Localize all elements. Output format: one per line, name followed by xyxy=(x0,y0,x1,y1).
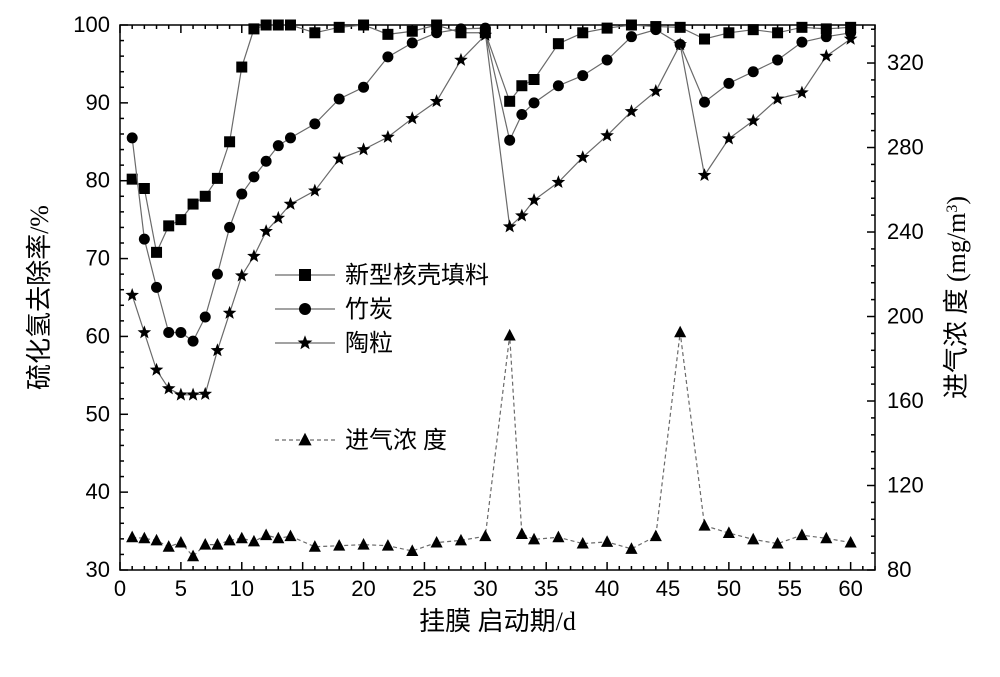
x-tick-label: 50 xyxy=(717,576,741,601)
x-tick-label: 0 xyxy=(114,576,126,601)
y-left-tick-label: 80 xyxy=(86,168,110,193)
x-tick-label: 30 xyxy=(473,576,497,601)
plot-border xyxy=(120,25,875,570)
y-right-tick-label: 200 xyxy=(887,304,924,329)
y-left-tick-label: 40 xyxy=(86,479,110,504)
x-tick-label: 10 xyxy=(230,576,254,601)
x-tick-label: 35 xyxy=(534,576,558,601)
y-left-tick-label: 60 xyxy=(86,323,110,348)
y-left-tick-label: 70 xyxy=(86,246,110,271)
x-tick-label: 60 xyxy=(838,576,862,601)
y-left-tick-label: 90 xyxy=(86,90,110,115)
y-right-tick-label: 320 xyxy=(887,50,924,75)
legend-label: 陶粒 xyxy=(345,330,393,357)
y-right-tick-label: 160 xyxy=(887,388,924,413)
x-tick-label: 5 xyxy=(175,576,187,601)
y-right-tick-label: 80 xyxy=(887,557,911,582)
y-right-tick-label: 120 xyxy=(887,473,924,498)
series-line-2 xyxy=(132,33,850,395)
y-left-axis-title: 硫化氢去除率/% xyxy=(25,205,54,390)
y-right-tick-label: 280 xyxy=(887,135,924,160)
series-line-3 xyxy=(132,332,850,556)
x-tick-label: 15 xyxy=(290,576,314,601)
x-tick-label: 25 xyxy=(412,576,436,601)
x-tick-label: 20 xyxy=(351,576,375,601)
x-tick-label: 40 xyxy=(595,576,619,601)
y-right-axis-title: 进气浓 度 (mg/m3) xyxy=(942,196,971,399)
legend-label: 进气浓 度 xyxy=(345,427,447,454)
x-tick-label: 55 xyxy=(778,576,802,601)
chart-svg: 0 5 10 15 20 25 30 35 40 45 50 55 60 30 40 50 60 70 80 90 10… xyxy=(0,0,1000,677)
y-left-tick-label: 100 xyxy=(73,12,110,37)
legend-label: 新型核壳填料 xyxy=(345,262,489,289)
y-left-tick-label: 30 xyxy=(86,557,110,582)
y-right-tick-label: 240 xyxy=(887,219,924,244)
x-tick-label: 45 xyxy=(656,576,680,601)
chart-container: 0 5 10 15 20 25 30 35 40 45 50 55 60 30 40 50 60 70 80 90 10… xyxy=(0,0,1000,677)
legend-label: 竹炭 xyxy=(345,296,393,323)
y-left-tick-label: 50 xyxy=(86,401,110,426)
x-axis-title: 挂膜 启动期/d xyxy=(419,607,576,636)
